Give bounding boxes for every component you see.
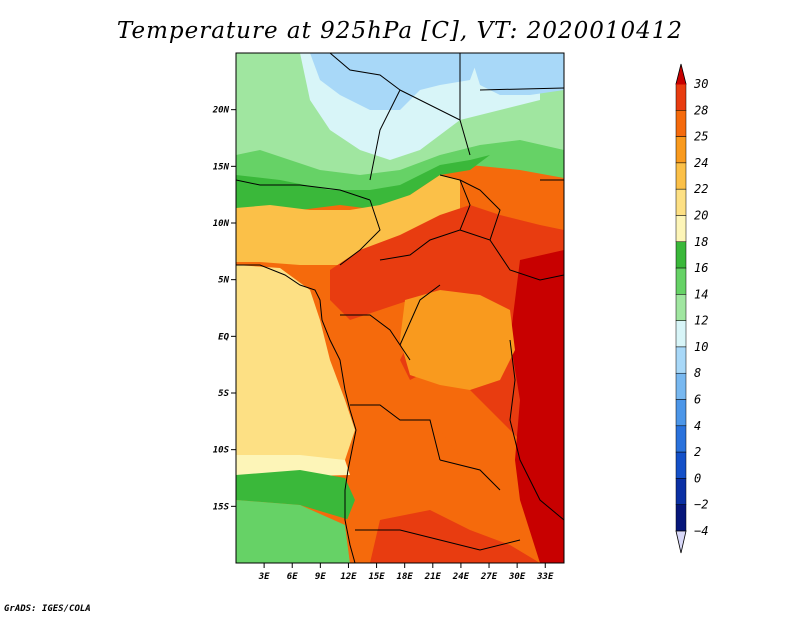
colorbar-swatch — [675, 110, 687, 137]
border-line-12 — [439, 459, 501, 491]
lon-tick-label: 18E — [397, 572, 414, 582]
colorbar-swatch — [675, 83, 687, 111]
colorbar-swatch — [675, 346, 687, 374]
colorbar-label: 20 — [694, 208, 708, 222]
colorbar-top-edge — [676, 83, 686, 85]
colorbar-swatch — [675, 451, 687, 479]
coastline-west — [236, 264, 357, 563]
sahara-blue-region-2 — [470, 53, 564, 95]
sahara-blue-region — [310, 53, 480, 110]
southern-red-region — [370, 510, 540, 563]
colorbar-swatch — [675, 294, 687, 321]
east-dark-red-region — [510, 250, 564, 563]
colorbar-swatch — [675, 399, 687, 427]
latitude-axis: 20N 15N 10N 5N EQ 5S 10S 15S — [212, 106, 236, 512]
longitude-axis: 3E 6E 9E 12E 15E 18E 21E 24E 27E 30E 33E — [258, 563, 554, 582]
lon-tick-label: 27E — [480, 572, 498, 582]
colorbar-swatch — [675, 267, 687, 295]
border-line-15 — [459, 179, 501, 241]
colorbar-label: −2 — [694, 498, 708, 512]
lat-tick-label: 15S — [213, 502, 230, 512]
colorbar-swatch — [675, 372, 687, 400]
temperature-field — [236, 53, 564, 563]
colorbar-label: 6 — [694, 393, 701, 407]
colorbar-label: −4 — [694, 524, 708, 538]
colorbar-label: 2 — [694, 445, 701, 459]
border-line-8 — [459, 229, 564, 281]
colorbar-label: 10 — [694, 340, 708, 354]
colorbar-label: 4 — [694, 419, 701, 433]
colorbar-swatch — [675, 188, 687, 216]
south-atlantic-green-region — [236, 470, 355, 520]
colorbar-label: 12 — [694, 314, 708, 328]
colorbar-label: 14 — [694, 287, 708, 301]
grads-credit: GrADS: IGES/COLA — [4, 604, 91, 614]
lon-tick-label: 15E — [368, 572, 385, 582]
border-line-11 — [350, 404, 441, 461]
colorbar-label: 30 — [693, 77, 708, 91]
atlantic-pale-region — [236, 455, 350, 478]
colorbar-label: 24 — [694, 156, 708, 170]
map-title: Temperature at 925hPa [C], VT: 202001041… — [116, 18, 684, 44]
colorbar-label: 28 — [694, 103, 708, 117]
colorbar-swatch — [675, 241, 687, 269]
colorbar-swatch — [675, 136, 687, 164]
lon-tick-label: 21E — [424, 572, 442, 582]
lat-tick-label: 20N — [212, 106, 230, 116]
colorbar-swatch — [675, 162, 687, 190]
border-line-9 — [340, 314, 411, 361]
lon-tick-label: 24E — [452, 572, 470, 582]
atlantic-yellow-region — [236, 265, 355, 470]
colorbar-label: 16 — [694, 261, 708, 275]
lat-tick-label: 15N — [213, 162, 230, 172]
lat-tick-label: 5N — [218, 276, 229, 286]
colorbar-label: 18 — [694, 235, 708, 249]
colorbar-swatch — [675, 425, 687, 453]
border-line-13 — [355, 529, 521, 551]
lat-tick-label: 10N — [213, 219, 230, 229]
colorbar-label: 22 — [694, 182, 708, 196]
lat-tick-label: 5S — [218, 389, 229, 399]
colorbar-swatch — [675, 215, 687, 243]
lat-tick-label: 10S — [213, 446, 230, 456]
map-frame — [235, 52, 565, 564]
sahel-dark-green-region — [236, 155, 490, 210]
border-line-1 — [329, 53, 401, 181]
colorbar-label: 0 — [694, 471, 701, 485]
lon-tick-label: 30E — [508, 572, 526, 582]
country-borders — [236, 53, 564, 563]
lon-tick-label: 6E — [287, 572, 298, 582]
border-line-5 — [236, 179, 371, 201]
lat-tick-label: EQ — [218, 332, 229, 342]
border-line-6 — [339, 199, 381, 266]
south-atlantic-light-region — [236, 500, 350, 563]
lon-tick-label: 33E — [536, 572, 554, 582]
colorbar-swatch — [675, 504, 687, 532]
border-line-4 — [479, 87, 564, 91]
colorbar-label: 8 — [694, 366, 701, 380]
colorbar-swatch — [675, 478, 687, 505]
colorbar-bottom-triangle — [675, 530, 687, 554]
lon-tick-label: 9E — [315, 572, 326, 582]
lon-tick-label: 12E — [340, 572, 357, 582]
congo-basin-region — [400, 290, 515, 390]
border-line-14 — [509, 339, 564, 521]
colorbar-top-triangle — [675, 63, 687, 85]
border-line-10 — [399, 284, 441, 346]
colorbar-swatch — [675, 320, 687, 348]
colorbar-label: 25 — [694, 130, 708, 144]
lon-tick-label: 3E — [258, 572, 270, 582]
